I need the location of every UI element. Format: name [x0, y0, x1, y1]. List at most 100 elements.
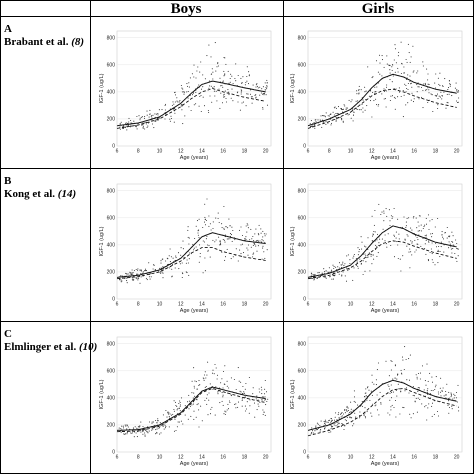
scatter-point	[160, 432, 162, 434]
x-tick-label: 14	[390, 149, 396, 155]
scatter-point	[428, 241, 430, 243]
scatter-point	[353, 111, 355, 113]
scatter-point	[436, 93, 439, 95]
scatter-point	[389, 220, 391, 222]
scatter-point	[429, 372, 431, 374]
scatter-point	[338, 273, 340, 275]
scatter-point	[161, 109, 163, 111]
scatter-point	[430, 93, 432, 95]
scatter-point	[208, 87, 210, 89]
scatter-point	[385, 86, 388, 88]
scatter-point	[162, 266, 164, 268]
scatter-point	[327, 122, 329, 124]
scatter-point	[164, 103, 167, 105]
x-tick-label: 12	[369, 455, 375, 461]
scatter-point	[451, 408, 453, 410]
scatter-point	[141, 124, 143, 126]
scatter-point	[147, 122, 150, 124]
scatter-point	[255, 84, 257, 86]
scatter-point	[202, 226, 204, 229]
scatter-point	[169, 267, 171, 269]
x-tick-label: 6	[307, 302, 310, 308]
scatter-point	[266, 400, 268, 403]
scatter-point	[127, 426, 129, 428]
scatter-point	[176, 100, 178, 102]
scatter-point	[414, 400, 416, 402]
scatter-point	[369, 100, 372, 102]
scatter-point	[347, 409, 350, 412]
x-tick-label: 8	[328, 149, 331, 155]
scatter-point	[182, 273, 184, 275]
scatter-point	[138, 277, 140, 280]
scatter-point	[394, 365, 396, 367]
scatter-point	[333, 266, 335, 268]
scatter-point	[420, 224, 422, 226]
scatter-point	[349, 262, 351, 265]
scatter-point	[162, 272, 164, 274]
scatter-point	[446, 226, 448, 229]
scatter-point	[348, 268, 350, 271]
x-tick-label: 18	[433, 149, 439, 155]
scatter-point	[330, 270, 332, 272]
scatter-point	[126, 433, 128, 435]
scatter-point	[458, 410, 460, 412]
scatter-point	[435, 242, 437, 244]
scatter-point	[244, 84, 246, 86]
scatter-point	[202, 86, 204, 88]
y-tick-label: 800	[298, 35, 307, 41]
scatter-point	[367, 237, 369, 239]
x-tick-label: 14	[199, 302, 205, 308]
scatter-point	[187, 90, 189, 93]
scatter-point	[241, 399, 243, 401]
scatter-point	[425, 404, 427, 407]
scatter-point	[265, 86, 267, 88]
scatter-point	[221, 392, 223, 394]
scatter-point	[262, 396, 265, 398]
scatter-point	[120, 275, 122, 277]
scatter-point	[390, 397, 393, 399]
scatter-point	[353, 423, 355, 425]
scatter-point	[261, 88, 263, 90]
scatter-point	[265, 404, 267, 406]
scatter-point	[189, 405, 191, 407]
scatter-point	[248, 71, 250, 73]
x-tick-label: 20	[454, 455, 460, 461]
scatter-point	[376, 233, 379, 235]
scatter-point	[219, 242, 222, 244]
scatter-point	[196, 388, 198, 390]
scatter-point	[313, 279, 315, 281]
scatter-point	[326, 421, 328, 423]
y-tick-label: 800	[107, 35, 116, 41]
scatter-point	[126, 280, 128, 282]
scatter-point	[187, 229, 189, 231]
scatter-point	[353, 390, 355, 392]
scatter-point	[245, 238, 247, 240]
scatter-point	[376, 246, 378, 248]
scatter-point	[181, 105, 183, 107]
scatter-point	[246, 66, 248, 68]
scatter-point	[315, 425, 317, 427]
plot-area	[307, 336, 463, 453]
scatter-point	[126, 425, 128, 427]
scatter-point	[142, 425, 144, 428]
scatter-point	[223, 205, 225, 208]
scatter-point	[230, 258, 232, 260]
scatter-point	[198, 384, 200, 386]
scatter-point	[424, 380, 426, 382]
scatter-point	[203, 378, 205, 380]
scatter-point	[407, 102, 409, 104]
scatter-point	[259, 240, 261, 242]
scatter-point	[142, 430, 144, 432]
scatter-point	[131, 432, 133, 434]
scatter-point	[214, 363, 216, 366]
scatter-point	[397, 257, 399, 260]
scatter-point	[411, 254, 413, 256]
scatter-point	[197, 232, 199, 234]
scatter-point	[427, 259, 429, 261]
scatter-point	[424, 224, 426, 226]
scatter-point	[370, 255, 372, 257]
scatter-point	[449, 235, 451, 237]
scatter-point	[212, 369, 214, 371]
scatter-point	[371, 116, 373, 118]
scatter-point	[160, 260, 162, 262]
